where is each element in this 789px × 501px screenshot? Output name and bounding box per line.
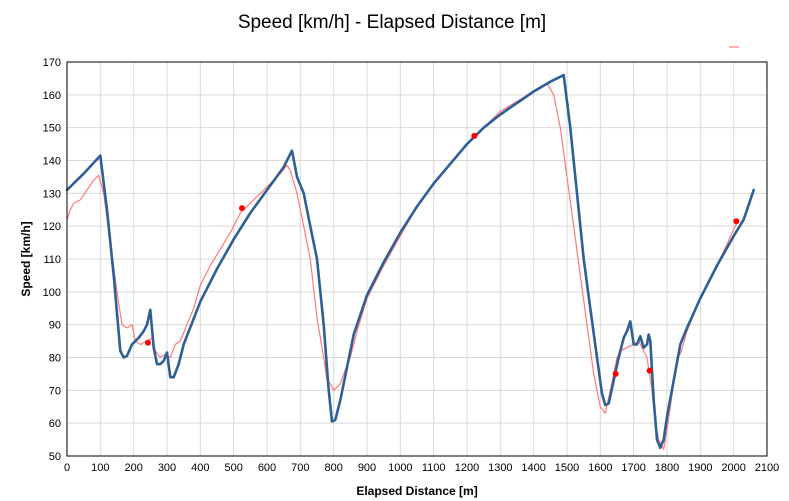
x-tick-label: 0 [64, 462, 70, 474]
x-tick-label: 1400 [521, 462, 545, 474]
y-tick-label: 80 [49, 353, 61, 365]
x-tick-label: 1000 [388, 462, 412, 474]
marker-layer [145, 132, 740, 377]
x-tick-label: 400 [191, 462, 209, 474]
y-tick-label: 100 [43, 287, 61, 299]
x-tick-label: 900 [358, 462, 376, 474]
y-axis-label: Speed [km/h] [19, 221, 33, 296]
series-line-2 [65, 73, 755, 450]
x-tick-label: 1100 [422, 462, 446, 474]
y-tick-labels: 50 60 70 80 90 100 110 120 130 140 150 160 170 [43, 57, 61, 463]
x-tick-label: 2100 [755, 462, 779, 474]
x-tick-label: 300 [158, 462, 176, 474]
x-tick-label: 800 [324, 462, 342, 474]
y-tick-label: 120 [43, 221, 61, 233]
data-point-marker [612, 370, 619, 377]
x-tick-label: 200 [124, 462, 142, 474]
y-tick-label: 90 [49, 320, 61, 332]
y-tick-label: 160 [43, 90, 61, 102]
chart-title: Speed [km/h] - Elapsed Distance [m] [238, 12, 546, 33]
y-tick-label: 110 [43, 254, 61, 266]
x-tick-label: 700 [291, 462, 309, 474]
y-tick-label: 140 [43, 156, 61, 168]
grid [66, 61, 768, 457]
x-tick-label: 1800 [655, 462, 679, 474]
x-tick-label: 1600 [588, 462, 612, 474]
x-axis-label: Elapsed Distance [m] [356, 484, 477, 498]
x-tick-label: 1500 [555, 462, 579, 474]
data-point-marker [145, 339, 151, 346]
x-tick-label: 1200 [455, 462, 479, 474]
y-tick-label: 130 [43, 188, 61, 200]
data-point-marker [471, 132, 478, 139]
y-tick-label: 70 [49, 385, 61, 397]
y-tick-label: 170 [43, 57, 61, 69]
plot-frame [66, 61, 768, 457]
x-tick-label: 1700 [621, 462, 645, 474]
series-layer [65, 73, 755, 450]
data-point-marker [646, 367, 653, 374]
x-tick-label: 600 [258, 462, 276, 474]
x-tick-label: 500 [224, 462, 242, 474]
data-point-marker [239, 205, 245, 212]
x-tick-label: 2000 [721, 462, 745, 474]
y-tick-label: 60 [49, 418, 61, 430]
x-tick-label: 1300 [488, 462, 512, 474]
x-tick-labels: 0 100 200 300 400 500 600 700 800 900 1000 1100 1200… [64, 462, 779, 474]
x-tick-label: 100 [91, 462, 109, 474]
y-tick-label: 150 [43, 123, 61, 135]
data-point-marker [733, 218, 740, 225]
x-tick-label: 1900 [688, 462, 712, 474]
y-tick-label: 50 [49, 451, 61, 463]
